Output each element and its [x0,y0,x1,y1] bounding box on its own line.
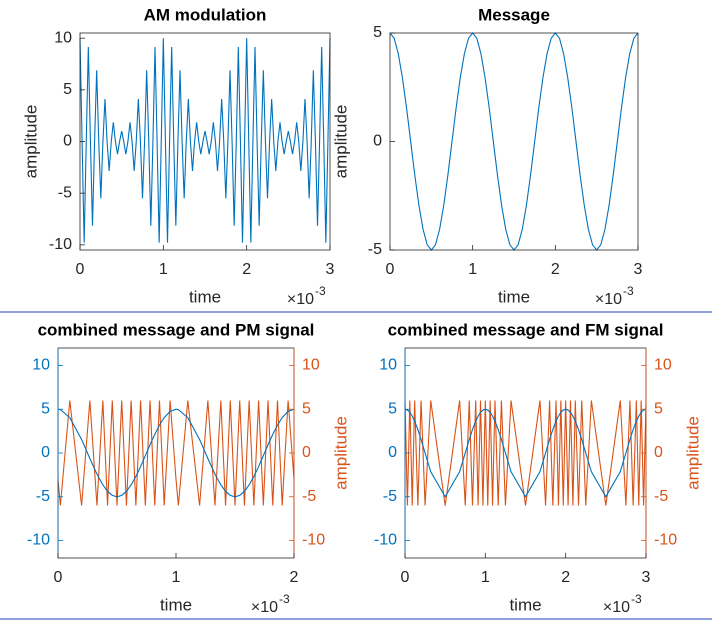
x-tick-label: 3 [634,261,643,278]
x-tick-label: 1 [172,569,181,586]
y-tick-label: 0 [41,444,50,461]
y-axis-label: amplitude [21,105,40,179]
chart-title: combined message and PM signal [38,320,315,339]
x-tick-label: 0 [386,261,395,278]
y-tick-label: -5 [36,488,50,505]
x-tick-label: 0 [54,569,63,586]
x-exponent: -3 [279,592,290,606]
y2-tick-label: -10 [654,532,677,549]
x-axis-label: time [498,287,530,306]
y-tick-label: 5 [388,400,397,417]
x-multiplier: ×10 [603,599,630,616]
y-tick-label: -5 [368,241,382,258]
y-tick-label: -5 [383,488,397,505]
y-tick-label: 10 [32,357,50,374]
x-tick-label: 2 [551,261,560,278]
series-line [404,400,647,506]
chart-title: combined message and FM signal [388,320,664,339]
y-tick-label: -10 [374,532,397,549]
y2-tick-label: -5 [302,488,316,505]
x-tick-label: 1 [159,261,168,278]
x-exponent: -3 [631,592,642,606]
x-tick-label: 2 [290,569,299,586]
y-tick-label: 10 [379,357,397,374]
plot-area [58,348,294,558]
y-tick-label: -5 [58,184,72,201]
chart-title: AM modulation [144,5,267,24]
x-multiplier: ×10 [287,291,314,308]
y2-tick-label: 10 [302,357,320,374]
y2-tick-label: 5 [302,400,311,417]
x-axis-label: time [189,287,221,306]
x-tick-label: 1 [468,261,477,278]
y-tick-label: 0 [373,133,382,150]
y-tick-label: 0 [388,444,397,461]
x-axis-label: time [509,595,541,614]
y-tick-label: -10 [27,532,50,549]
y-tick-label: 10 [54,29,72,46]
x-tick-label: 3 [642,569,651,586]
y-axis-label: amplitude [331,105,350,179]
plot-area [390,33,638,250]
x-exponent: -3 [623,284,634,298]
x-tick-label: 2 [242,261,251,278]
x-tick-label: 3 [326,261,335,278]
x-multiplier: ×10 [595,291,622,308]
y2-tick-label: 0 [654,444,663,461]
plot-area [405,348,646,558]
y-tick-label: -10 [49,236,72,253]
x-multiplier: ×10 [251,599,278,616]
y2-tick-label: 5 [654,400,663,417]
y2-tick-label: 10 [654,357,672,374]
x-tick-label: 0 [401,569,410,586]
series-line [57,400,295,506]
y2-tick-label: -5 [654,488,668,505]
plot-area [80,33,330,250]
y2-axis-label: amplitude [331,416,350,490]
y-tick-label: 5 [41,400,50,417]
x-tick-label: 1 [481,569,490,586]
x-tick-label: 2 [561,569,570,586]
y2-tick-label: 0 [302,444,311,461]
series-line [57,408,295,498]
y-tick-label: 5 [373,24,382,41]
y2-axis-label: amplitude [683,416,702,490]
series-line [404,408,647,498]
y2-tick-label: -10 [302,532,325,549]
chart-title: Message [478,5,550,24]
y-tick-label: 5 [63,81,72,98]
x-axis-label: time [160,595,192,614]
x-tick-label: 0 [76,261,85,278]
x-exponent: -3 [315,284,326,298]
y-tick-label: 0 [63,133,72,150]
series-line [79,38,331,243]
